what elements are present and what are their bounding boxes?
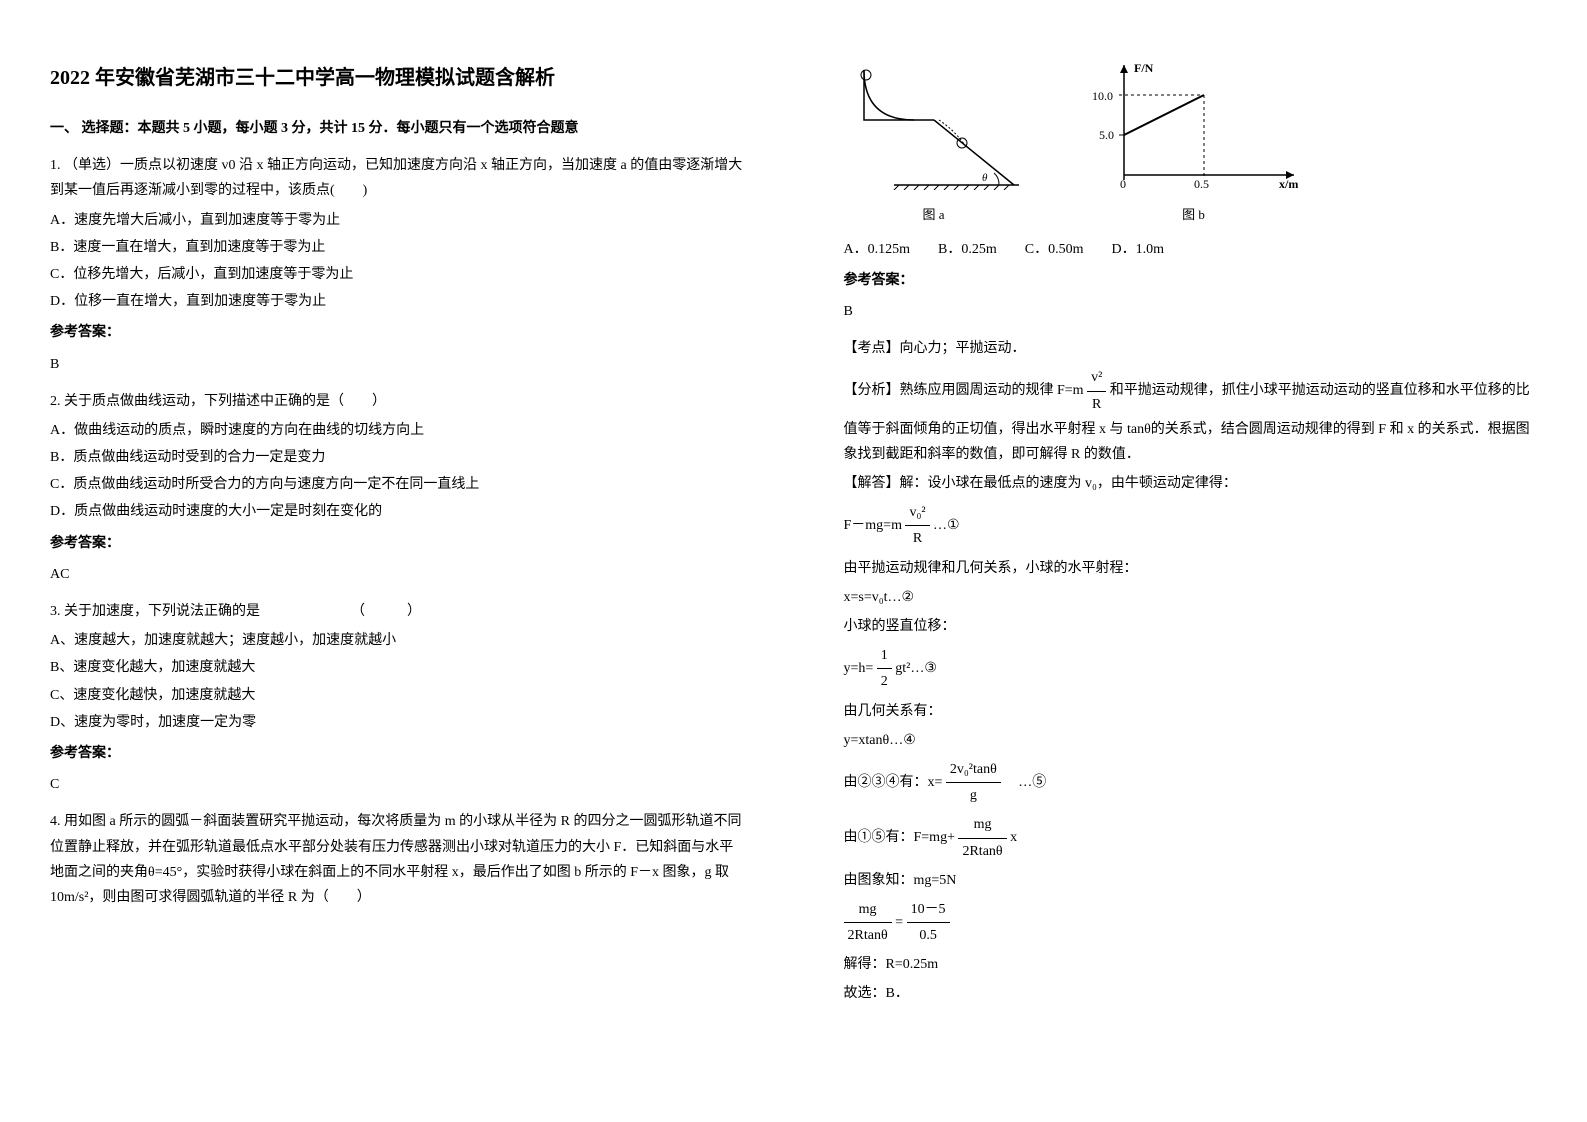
line5-pre: 由②③④有：x= xyxy=(844,775,943,790)
q2-opt-b: B．质点做曲线运动时受到的合力一定是变力 xyxy=(50,445,744,470)
q3-opt-c: C、速度变化越快，加速度就越大 xyxy=(50,683,744,708)
fenxi-pre: 【分析】熟练应用圆周运动的规律 F=m xyxy=(844,383,1084,398)
fig-a-label: 图 a xyxy=(844,203,1024,226)
q2-opt-a: A．做曲线运动的质点，瞬时速度的方向在曲线的切线方向上 xyxy=(50,418,744,443)
q2-answer-label: 参考答案： xyxy=(50,531,744,556)
q4-line7: 由图象知：mg=5N xyxy=(844,868,1538,893)
question-1: 1. （单选）一质点以初速度 v0 沿 x 轴正方向运动，已知加速度方向沿 x … xyxy=(50,153,744,377)
q1-opt-a: A．速度先增大后减小，直到加速度等于零为止 xyxy=(50,208,744,233)
frac-num: mg xyxy=(844,897,892,923)
eq1-pre: F－mg=m xyxy=(844,518,902,533)
fig-b-y10: 10.0 xyxy=(1092,89,1113,103)
frac-eq7-rhs: 10－5 0.5 xyxy=(907,897,950,948)
question-4: 4. 用如图 a 所示的圆弧－斜面装置研究平抛运动，每次将质量为 m 的小球从半… xyxy=(50,809,744,910)
figure-a: θ 图 a xyxy=(844,60,1024,227)
q1-text: 1. （单选）一质点以初速度 v0 沿 x 轴正方向运动，已知加速度方向沿 x … xyxy=(50,153,744,203)
q4-eq1: F－mg=m v₀² R …① xyxy=(844,500,1538,551)
frac-num: 2v₀²tanθ xyxy=(946,757,1001,783)
q4-options: A．0.125m B．0.25m C．0.50m D．1.0m xyxy=(844,237,1538,262)
q2-text: 2. 关于质点做曲线运动，下列描述中正确的是（ ） xyxy=(50,389,744,414)
q3-answer-label: 参考答案： xyxy=(50,741,744,766)
section-heading: 一、 选择题：本题共 5 小题，每小题 3 分，共计 15 分．每小题只有一个选… xyxy=(50,116,744,141)
q4-line4: 由几何关系有： xyxy=(844,699,1538,724)
frac-den: g xyxy=(946,783,1001,808)
frac-den: 2Rtanθ xyxy=(958,839,1006,864)
frac-den: 0.5 xyxy=(907,923,950,948)
frac-num: 10－5 xyxy=(907,897,950,923)
frac-x: 2v₀²tanθ g xyxy=(946,757,1001,808)
q3-opt-d: D、速度为零时，加速度一定为零 xyxy=(50,710,744,735)
q4-eq7: mg 2Rtanθ = 10－5 0.5 xyxy=(844,897,1538,948)
fig-a-svg: θ xyxy=(844,60,1024,190)
q2-opt-c: C．质点做曲线运动时所受合力的方向与速度方向一定不在同一直线上 xyxy=(50,472,744,497)
frac-half: 1 2 xyxy=(877,643,892,694)
q4-line9: 故选：B． xyxy=(844,981,1538,1006)
q4-line6: 由①⑤有：F=mg+ mg 2Rtanθ x xyxy=(844,812,1538,863)
frac-num: v₀² xyxy=(905,500,929,526)
q4-opt-d: D．1.0m xyxy=(1111,237,1164,262)
svg-text:θ: θ xyxy=(982,172,988,184)
q2-opt-d: D．质点做曲线运动时速度的大小一定是时刻在变化的 xyxy=(50,499,744,524)
fig-b-ylabel: F/N xyxy=(1134,61,1154,75)
q4-eq4: y=xtanθ…④ xyxy=(844,728,1538,753)
q4-line8: 解得：R=0.25m xyxy=(844,952,1538,977)
fig-b-y5: 5.0 xyxy=(1099,128,1114,142)
figure-b: F/N x/m 10.0 5.0 0 0.5 图 b xyxy=(1084,60,1304,227)
q4-answer-label: 参考答案： xyxy=(844,268,1538,293)
q4-fenxi: 【分析】熟练应用圆周运动的规律 F=m v² R 和平抛运动规律，抓住小球平抛运… xyxy=(844,365,1538,467)
frac-den: R xyxy=(1087,392,1106,417)
q4-line3: 小球的竖直位移： xyxy=(844,614,1538,639)
line6-pre: 由①⑤有：F=mg+ xyxy=(844,830,955,845)
page-title: 2022 年安徽省芜湖市三十二中学高一物理模拟试题含解析 xyxy=(50,60,744,96)
frac-v02-r: v₀² R xyxy=(905,500,929,551)
q2-answer: AC xyxy=(50,562,744,587)
line5-post: …⑤ xyxy=(1004,775,1046,790)
q1-opt-b: B．速度一直在增大，直到加速度等于零为止 xyxy=(50,235,744,260)
question-2: 2. 关于质点做曲线运动，下列描述中正确的是（ ） A．做曲线运动的质点，瞬时速… xyxy=(50,389,744,587)
q1-opt-c: C．位移先增大，后减小，直到加速度等于零为止 xyxy=(50,262,744,287)
frac-F: mg 2Rtanθ xyxy=(958,812,1006,863)
q4-jieda-intro: 【解答】解：设小球在最低点的速度为 v₀，由牛顿运动定律得： xyxy=(844,471,1538,496)
fig-b-svg: F/N x/m 10.0 5.0 0 0.5 xyxy=(1084,60,1304,190)
frac-eq7-lhs: mg 2Rtanθ xyxy=(844,897,892,948)
q4-text: 4. 用如图 a 所示的圆弧－斜面装置研究平抛运动，每次将质量为 m 的小球从半… xyxy=(50,809,744,910)
q1-answer-label: 参考答案： xyxy=(50,320,744,345)
q4-line2: 由平抛运动规律和几何关系，小球的水平射程： xyxy=(844,556,1538,581)
eq1-post: …① xyxy=(933,518,960,533)
fig-b-x05: 0.5 xyxy=(1194,177,1209,190)
q4-eq3: y=h= 1 2 gt²…③ xyxy=(844,643,1538,694)
q3-text: 3. 关于加速度，下列说法正确的是 （ ） xyxy=(50,599,744,624)
frac-den: R xyxy=(905,526,929,551)
equals: = xyxy=(895,915,906,930)
frac-num: v² xyxy=(1087,365,1106,391)
q4-line5: 由②③④有：x= 2v₀²tanθ g …⑤ xyxy=(844,757,1538,808)
q4-kaodian: 【考点】向心力；平抛运动． xyxy=(844,336,1538,361)
eq3-post: gt²…③ xyxy=(895,661,937,676)
q4-opt-a: A．0.125m xyxy=(844,237,911,262)
q4-answer: B xyxy=(844,299,1538,324)
frac-num: 1 xyxy=(877,643,892,669)
q1-opt-d: D．位移一直在增大，直到加速度等于零为止 xyxy=(50,289,744,314)
q4-opt-c: C．0.50m xyxy=(1025,237,1084,262)
fig-b-x0: 0 xyxy=(1120,177,1126,190)
q1-answer: B xyxy=(50,352,744,377)
q4-opt-b: B．0.25m xyxy=(938,237,997,262)
q3-opt-a: A、速度越大，加速度就越大；速度越小，加速度就越小 xyxy=(50,628,744,653)
eq3-pre: y=h= xyxy=(844,661,874,676)
fig-b-label: 图 b xyxy=(1084,203,1304,226)
frac-den: 2 xyxy=(877,669,892,694)
line6-mid: x xyxy=(1010,830,1017,845)
question-3: 3. 关于加速度，下列说法正确的是 （ ） A、速度越大，加速度就越大；速度越小… xyxy=(50,599,744,797)
frac-v2-r: v² R xyxy=(1087,365,1106,416)
q4-eq2: x=s=v₀t…② xyxy=(844,585,1538,610)
q4-figures: θ 图 a F/N x/m xyxy=(844,60,1538,227)
q3-answer: C xyxy=(50,772,744,797)
fig-b-xlabel: x/m xyxy=(1279,177,1298,190)
q3-opt-b: B、速度变化越大，加速度就越大 xyxy=(50,655,744,680)
frac-den: 2Rtanθ xyxy=(844,923,892,948)
frac-num: mg xyxy=(958,812,1006,838)
